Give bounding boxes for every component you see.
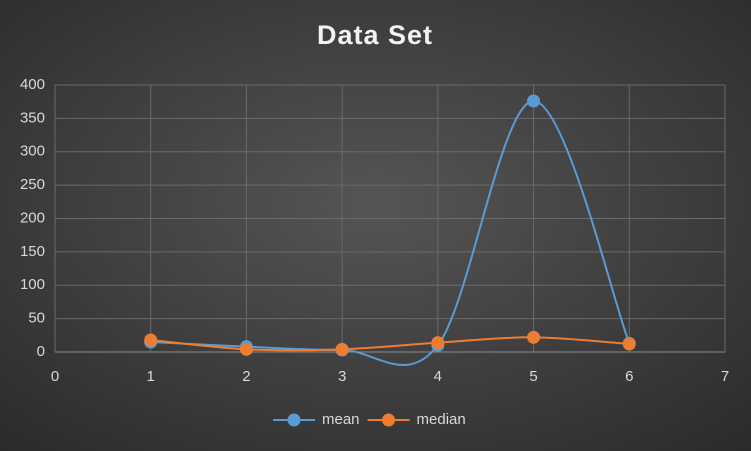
x-tick-label: 7 <box>721 368 729 385</box>
legend-label: median <box>417 411 466 428</box>
data-point <box>527 94 541 108</box>
x-tick-label: 4 <box>434 368 442 385</box>
data-point <box>144 333 158 347</box>
chart-title: Data Set <box>317 20 433 50</box>
legend-marker <box>382 413 396 427</box>
x-tick-label: 1 <box>147 368 155 385</box>
x-tick-label: 2 <box>242 368 250 385</box>
y-tick-label: 300 <box>20 143 45 160</box>
legend-label: mean <box>322 411 360 428</box>
y-tick-label: 0 <box>37 343 45 360</box>
y-tick-label: 200 <box>20 209 45 226</box>
y-tick-label: 50 <box>28 310 45 327</box>
y-tick-label: 150 <box>20 243 45 260</box>
x-tick-label: 3 <box>338 368 346 385</box>
x-tick-label: 0 <box>51 368 59 385</box>
x-tick-label: 6 <box>625 368 633 385</box>
data-point <box>239 342 253 356</box>
y-tick-label: 350 <box>20 109 45 126</box>
y-tick-label: 100 <box>20 276 45 293</box>
data-point <box>622 337 636 351</box>
x-tick-label: 5 <box>529 368 537 385</box>
data-point <box>431 336 445 350</box>
series-line <box>150 336 630 352</box>
data-point <box>335 342 349 356</box>
y-tick-label: 400 <box>20 76 45 93</box>
legend-marker <box>287 413 301 427</box>
y-tick-label: 250 <box>20 176 45 193</box>
data-point <box>527 330 541 344</box>
